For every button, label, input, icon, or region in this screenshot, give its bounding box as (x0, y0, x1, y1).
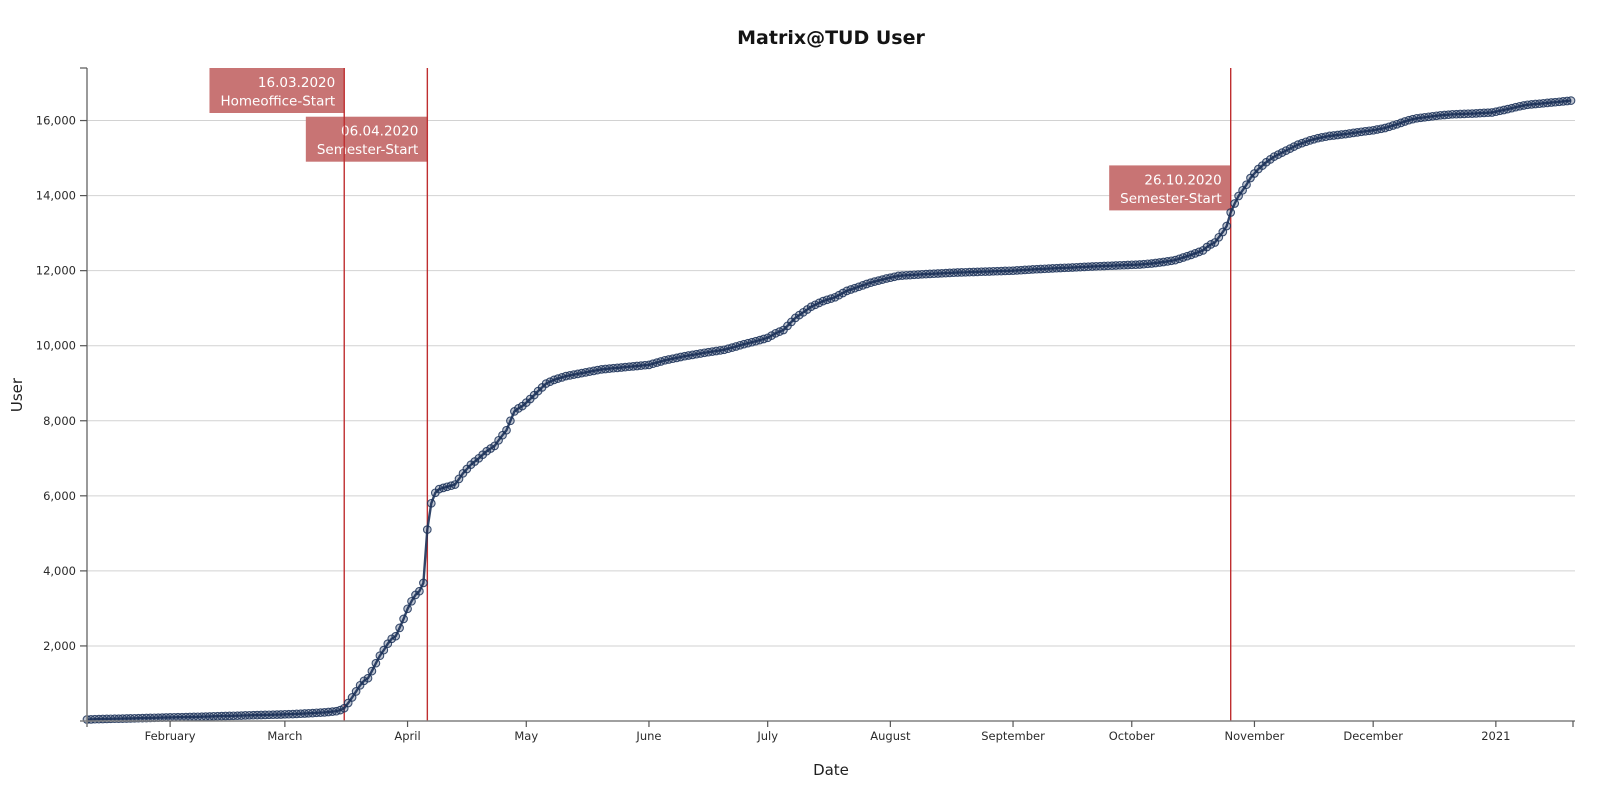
annotation-box (209, 68, 345, 113)
data-point (502, 425, 511, 435)
x-tick-label: 2021 (1481, 729, 1510, 743)
data-point (415, 586, 424, 596)
data-point (347, 693, 357, 702)
data-point (379, 645, 389, 655)
x-tick-label: February (145, 729, 196, 743)
data-point (1230, 199, 1240, 208)
chart-title: Matrix@TUD User (737, 27, 925, 49)
data-point (1277, 148, 1287, 157)
data-point (1269, 152, 1279, 161)
x-tick-label: June (635, 729, 661, 743)
annotation-label: 16.03.2020 Homeoffice-Start (220, 75, 335, 110)
y-tick-label: 8,000 (43, 414, 76, 428)
data-point (1281, 146, 1291, 155)
y-tick-label: 6,000 (43, 489, 76, 503)
data-point (351, 687, 361, 696)
y-tick-label: 2,000 (43, 639, 76, 653)
data-point (419, 578, 428, 588)
x-tick-label: April (394, 729, 420, 743)
annotation-label: 26.10.2020 Semester-Start (1120, 172, 1222, 207)
x-tick-label: October (1109, 729, 1155, 743)
data-series-user (82, 96, 1576, 724)
annotation-vlines (343, 68, 1232, 721)
data-point (399, 614, 408, 624)
x-tick-label: March (267, 729, 302, 743)
data-point (1222, 221, 1232, 231)
data-point (395, 623, 404, 633)
x-tick-label: November (1225, 729, 1285, 743)
series-line (86, 99, 1572, 721)
event-annotation: 16.03.2020 Homeoffice-Start (209, 68, 345, 113)
annotation-box (1109, 165, 1231, 211)
axes: 2,000 4,000 6,000 8,000 10,000 12,000 14,000 16… (36, 67, 1575, 743)
y-tick-label: 4,000 (43, 564, 76, 578)
x-axis-title: Date (813, 761, 849, 779)
data-point (422, 525, 432, 534)
data-point (426, 498, 436, 508)
y-tick-label: 14,000 (36, 189, 76, 203)
x-tick-label: September (981, 729, 1045, 743)
data-point (403, 604, 412, 614)
data-point (371, 658, 381, 668)
annotation-label: 06.04.2020 Semester-Start (317, 124, 419, 159)
data-point (1218, 227, 1228, 237)
gridlines (87, 120, 1575, 647)
data-point (367, 666, 377, 676)
event-annotation: 06.04.2020 Semester-Start (305, 116, 428, 162)
x-tick-label: August (870, 729, 911, 743)
y-tick-label: 16,000 (36, 114, 76, 128)
data-point (1242, 180, 1251, 190)
data-point (407, 596, 416, 606)
y-tick-label: 12,000 (36, 264, 76, 278)
x-tick-label: July (756, 729, 778, 743)
annotation-box (305, 116, 428, 162)
y-tick-label: 10,000 (36, 339, 76, 353)
x-tick-label: December (1343, 729, 1403, 743)
data-point (1226, 208, 1236, 217)
annotation-boxes: 16.03.2020 Homeoffice-Start 06.04.2020 Seme… (209, 68, 1231, 211)
event-annotation: 26.10.2020 Semester-Start (1109, 165, 1231, 211)
data-point (1289, 142, 1299, 151)
data-point (1566, 96, 1576, 105)
data-point (506, 416, 515, 426)
data-point (363, 673, 373, 683)
x-tick-label: May (514, 729, 538, 743)
data-point (391, 631, 401, 641)
